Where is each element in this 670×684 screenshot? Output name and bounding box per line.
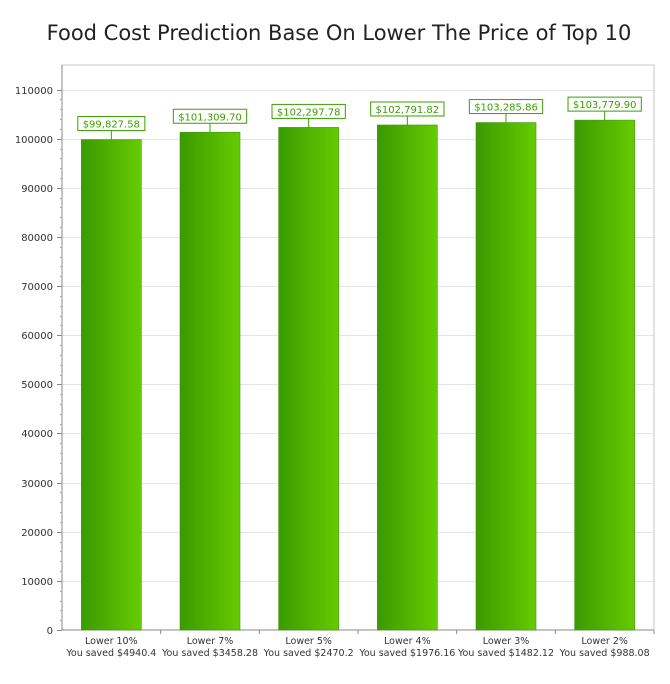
x-tick-label: Lower 2% bbox=[581, 636, 628, 647]
x-tick-sublabel: You saved $3458.28 bbox=[161, 648, 258, 659]
y-tick-label: 70000 bbox=[21, 282, 53, 293]
data-labels: $99,827.58 $101,309.70 $102,297.78 $102,791… bbox=[77, 96, 642, 140]
y-tick-label: 60000 bbox=[21, 331, 53, 342]
y-tick-label: 80000 bbox=[21, 233, 53, 244]
x-tick-label: Lower 7% bbox=[187, 636, 234, 647]
data-label-box bbox=[77, 116, 146, 132]
data-label: $102,297.78 bbox=[277, 107, 341, 118]
x-tick-label: Lower 5% bbox=[285, 636, 332, 647]
data-label: $103,779.90 bbox=[573, 100, 637, 111]
data-label-box bbox=[468, 99, 544, 115]
x-tick-sublabel: You saved $988.08 bbox=[559, 648, 650, 659]
y-tick-label: 10000 bbox=[21, 577, 53, 588]
y-tick-labels: 0 10000 20000 30000 40000 50000 60000 70000 8000… bbox=[15, 86, 53, 637]
y-tick-label: 20000 bbox=[21, 528, 53, 539]
y-tick-label: 40000 bbox=[21, 429, 53, 440]
y-tick-label: 90000 bbox=[21, 184, 53, 195]
data-label-box bbox=[172, 108, 248, 124]
bar bbox=[278, 127, 339, 631]
x-tick-label: Lower 10% bbox=[85, 636, 138, 647]
data-label: $101,309.70 bbox=[178, 112, 242, 123]
data-label: $99,827.58 bbox=[83, 120, 140, 131]
x-tick-sublabel: You saved $1482.12 bbox=[457, 648, 554, 659]
axes bbox=[57, 64, 655, 634]
gridlines bbox=[62, 90, 654, 582]
data-label-box bbox=[370, 101, 445, 117]
y-tick-label: 30000 bbox=[21, 479, 53, 490]
data-label: $103,285.86 bbox=[474, 103, 538, 114]
y-tick-label: 100000 bbox=[15, 135, 53, 146]
x-tick-label: Lower 4% bbox=[384, 636, 431, 647]
x-tick-label: Lower 3% bbox=[483, 636, 530, 647]
x-tick-sublabel: You saved $2470.2 bbox=[263, 648, 354, 659]
data-label-box bbox=[567, 96, 642, 112]
data-label: $102,791.82 bbox=[376, 105, 440, 116]
bar bbox=[179, 131, 241, 631]
bar bbox=[377, 124, 438, 631]
plot-frame bbox=[61, 64, 655, 631]
y-tick-label: 50000 bbox=[21, 380, 53, 391]
x-tick-sublabel: You saved $1976.16 bbox=[358, 648, 455, 659]
y-tick-label: 0 bbox=[47, 626, 53, 637]
bar bbox=[81, 139, 142, 631]
y-tick-label: 110000 bbox=[15, 86, 53, 97]
bar bbox=[475, 122, 537, 631]
data-label-box bbox=[271, 103, 346, 119]
bar bbox=[574, 119, 635, 631]
x-tick-sublabel: You saved $4940.4 bbox=[65, 648, 156, 659]
bars bbox=[81, 119, 635, 631]
chart-title: Food Cost Prediction Base On Lower The P… bbox=[47, 21, 632, 45]
